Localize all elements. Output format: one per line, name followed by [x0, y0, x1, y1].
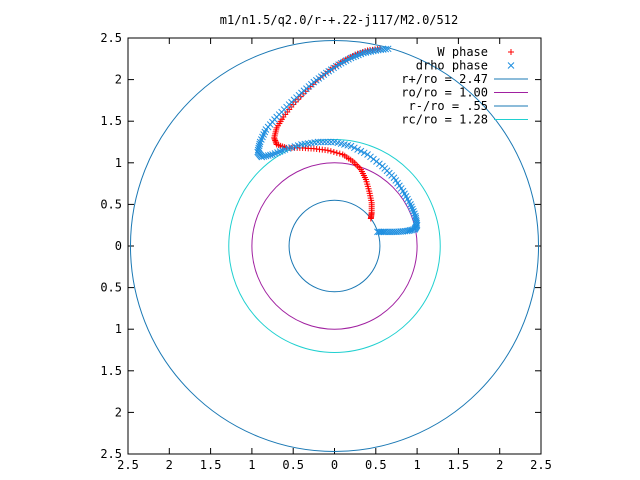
x-tick-label: 2.5	[530, 458, 552, 472]
legend-label: rc/ro = 1.28	[401, 113, 488, 127]
data-point	[333, 149, 340, 156]
data-point	[362, 49, 370, 56]
legend-label: r-/ro = .55	[409, 99, 488, 113]
data-point	[360, 149, 368, 157]
y-tick-label: 2.5	[100, 447, 122, 461]
data-point	[367, 215, 374, 222]
x-tick-label: 1.5	[448, 458, 470, 472]
y-tick-label: 1.5	[100, 114, 122, 128]
legend-marker	[507, 62, 515, 69]
data-point	[255, 144, 263, 152]
legend-label: ro/ro = 1.00	[401, 86, 488, 100]
y-tick-label: 0.5	[100, 281, 122, 295]
x-tick-label: 1.5	[200, 458, 222, 472]
data-point	[357, 147, 365, 155]
circle-series-2	[129, 39, 540, 453]
data-point	[256, 140, 264, 148]
y-tick-label: 2	[115, 73, 122, 87]
circle-series-3	[251, 162, 418, 330]
x-tick-label: 1	[248, 458, 255, 472]
y-tick-label: 1	[115, 156, 122, 170]
data-point	[375, 228, 383, 236]
y-tick-label: 2.5	[100, 31, 122, 45]
chart-title: m1/n1.5/q2.0/r-+.22-j117/M2.0/512	[220, 13, 458, 27]
data-point	[336, 150, 343, 157]
x-tick-label: 0.5	[282, 458, 304, 472]
ticks-layer: 2.5 2 1.5 1 0.5 0 0.5 1 1.5 2 2.52.521.510.500.511…	[100, 31, 552, 472]
data-point	[350, 144, 358, 152]
points-layer	[254, 45, 421, 236]
y-tick-label: 2	[115, 405, 122, 419]
data-point	[255, 142, 263, 150]
data-point	[267, 151, 274, 159]
x-tick-label: 1	[413, 458, 420, 472]
legend-marker	[508, 49, 514, 55]
y-tick-label: 1	[115, 322, 122, 336]
y-tick-label: 0.5	[100, 197, 122, 211]
legend-label: W phase	[437, 45, 488, 59]
x-tick-label: 2	[166, 458, 173, 472]
x-tick-label: 2	[496, 458, 503, 472]
data-point	[374, 228, 381, 236]
legend-label: r+/ro = 2.47	[401, 72, 488, 86]
x-tick-label: 0	[331, 458, 338, 472]
data-point	[327, 148, 334, 155]
circles-layer	[129, 39, 540, 453]
x-tick-label: 2.5	[117, 458, 139, 472]
data-point	[330, 148, 337, 155]
circle-series-4	[288, 199, 381, 293]
data-point	[347, 142, 355, 150]
point-series-1	[254, 45, 421, 236]
data-point	[324, 147, 331, 154]
x-tick-label: 0.5	[365, 458, 387, 472]
circle-series-5	[228, 139, 441, 353]
legend-label: drho phase	[416, 59, 488, 73]
y-tick-label: 0	[115, 239, 122, 253]
data-point	[354, 146, 361, 153]
data-point	[256, 138, 264, 146]
y-tick-label: 1.5	[100, 364, 122, 378]
